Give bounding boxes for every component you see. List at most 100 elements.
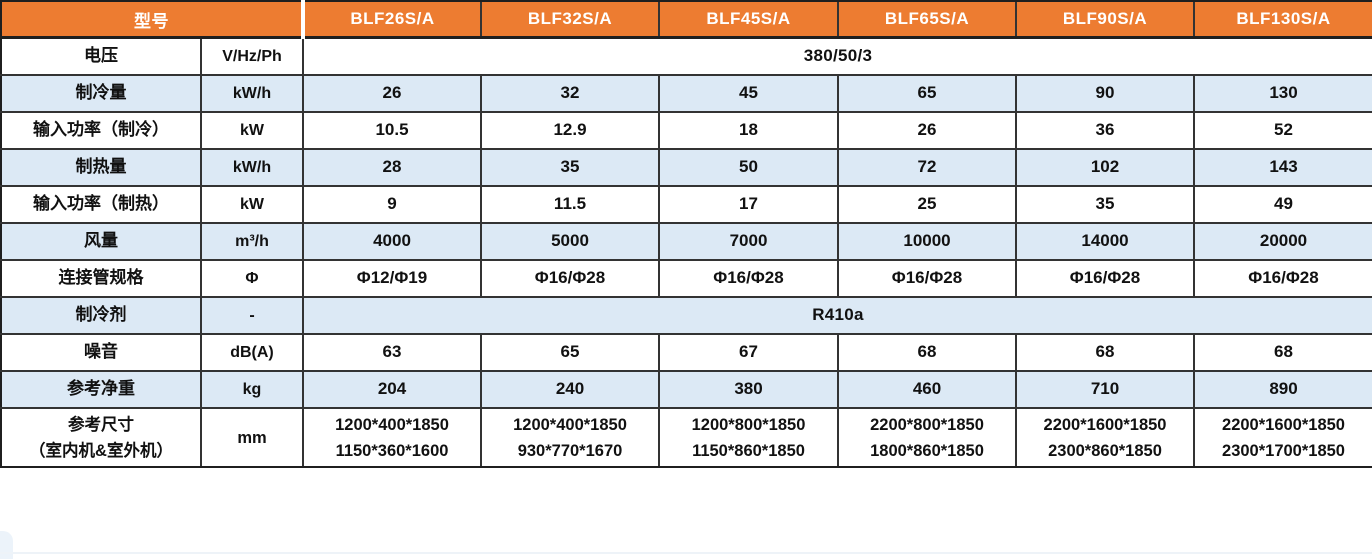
value-cell: 18 xyxy=(658,111,839,150)
merged-value-cell: R410a xyxy=(302,296,1372,335)
value-cell: 26 xyxy=(302,74,482,113)
value-cell: 1200*400*1850 930*770*1670 xyxy=(480,407,660,468)
value-cell: 36 xyxy=(1015,111,1195,150)
row-unit: dB(A) xyxy=(200,333,304,372)
header-cell-model-label: 型号 xyxy=(0,0,303,39)
value-cell: 380 xyxy=(658,370,839,409)
row-unit: kW/h xyxy=(200,74,304,113)
value-cell: 50 xyxy=(658,148,839,187)
value-cell: 143 xyxy=(1193,148,1372,187)
value-cell: 35 xyxy=(1015,185,1195,224)
row-unit: kW xyxy=(200,185,304,224)
header-cell-model: BLF65S/A xyxy=(837,0,1016,39)
table-row: 输入功率（制冷） kW 10.5 12.9 18 26 36 52 xyxy=(0,111,1372,150)
value-cell: 52 xyxy=(1193,111,1372,150)
value-cell: 11.5 xyxy=(480,185,660,224)
value-cell: Φ12/Φ19 xyxy=(302,259,482,298)
value-cell: 12.9 xyxy=(480,111,660,150)
row-unit: m³/h xyxy=(200,222,304,261)
row-unit: mm xyxy=(200,407,304,468)
table-row: 输入功率（制热） kW 9 11.5 17 25 35 49 xyxy=(0,185,1372,224)
row-unit: kg xyxy=(200,370,304,409)
header-cell-model: BLF26S/A xyxy=(301,0,481,39)
value-cell: Φ16/Φ28 xyxy=(837,259,1017,298)
table-header-row: 型号 BLF26S/A BLF32S/A BLF45S/A BLF65S/A B… xyxy=(0,0,1372,39)
row-label: 连接管规格 xyxy=(0,259,202,298)
row-label: 制冷量 xyxy=(0,74,202,113)
row-label: 输入功率（制热） xyxy=(0,185,202,224)
value-cell: 49 xyxy=(1193,185,1372,224)
value-cell: 68 xyxy=(1193,333,1372,372)
value-cell: 20000 xyxy=(1193,222,1372,261)
value-cell: 10000 xyxy=(837,222,1017,261)
table-row: 制冷剂 - R410a xyxy=(0,296,1372,335)
header-cell-model: BLF32S/A xyxy=(480,0,659,39)
row-unit: kW xyxy=(200,111,304,150)
value-cell: 10.5 xyxy=(302,111,482,150)
value-cell: 72 xyxy=(837,148,1017,187)
value-cell: 32 xyxy=(480,74,660,113)
value-cell: 2200*1600*1850 2300*860*1850 xyxy=(1015,407,1195,468)
value-cell: 14000 xyxy=(1015,222,1195,261)
cropped-next-block-corner xyxy=(0,531,13,559)
value-cell: 65 xyxy=(837,74,1017,113)
table-row: 电压 V/Hz/Ph 380/50/3 xyxy=(0,36,1372,76)
row-label: 风量 xyxy=(0,222,202,261)
value-cell: 130 xyxy=(1193,74,1372,113)
value-cell: Φ16/Φ28 xyxy=(480,259,660,298)
value-cell: 67 xyxy=(658,333,839,372)
specification-table: 型号 BLF26S/A BLF32S/A BLF45S/A BLF65S/A B… xyxy=(0,0,1372,468)
value-cell: 2200*800*1850 1800*860*1850 xyxy=(837,407,1017,468)
value-cell: Φ16/Φ28 xyxy=(1015,259,1195,298)
header-cell-model: BLF45S/A xyxy=(658,0,838,39)
row-label: 制热量 xyxy=(0,148,202,187)
row-label: 参考净重 xyxy=(0,370,202,409)
value-cell: 90 xyxy=(1015,74,1195,113)
value-cell: 68 xyxy=(837,333,1017,372)
header-cell-model: BLF90S/A xyxy=(1015,0,1194,39)
row-unit: Φ xyxy=(200,259,304,298)
value-cell: 9 xyxy=(302,185,482,224)
value-cell: 17 xyxy=(658,185,839,224)
value-cell: 1200*800*1850 1150*860*1850 xyxy=(658,407,839,468)
value-cell: 460 xyxy=(837,370,1017,409)
header-cell-model: BLF130S/A xyxy=(1193,0,1372,39)
value-cell: 7000 xyxy=(658,222,839,261)
value-cell: 240 xyxy=(480,370,660,409)
row-label: 参考尺寸 （室内机&室外机） xyxy=(0,407,202,468)
value-cell: 68 xyxy=(1015,333,1195,372)
table-row: 噪音 dB(A) 63 65 67 68 68 68 xyxy=(0,333,1372,372)
table-row: 参考净重 kg 204 240 380 460 710 890 xyxy=(0,370,1372,409)
row-label: 制冷剂 xyxy=(0,296,202,335)
value-cell: 710 xyxy=(1015,370,1195,409)
row-unit: - xyxy=(200,296,304,335)
row-label: 电压 xyxy=(0,36,202,76)
row-label: 输入功率（制冷） xyxy=(0,111,202,150)
value-cell: 63 xyxy=(302,333,482,372)
cropped-next-block-edge xyxy=(0,552,1372,554)
table-row: 连接管规格 Φ Φ12/Φ19 Φ16/Φ28 Φ16/Φ28 Φ16/Φ28 Φ16/Φ2… xyxy=(0,259,1372,298)
table-row: 参考尺寸 （室内机&室外机） mm 1200*400*1850 1150*360*1… xyxy=(0,407,1372,468)
value-cell: 26 xyxy=(837,111,1017,150)
merged-value-cell: 380/50/3 xyxy=(302,36,1372,76)
value-cell: 204 xyxy=(302,370,482,409)
value-cell: Φ16/Φ28 xyxy=(658,259,839,298)
table-row: 风量 m³/h 4000 5000 7000 10000 14000 20000 xyxy=(0,222,1372,261)
row-unit: kW/h xyxy=(200,148,304,187)
value-cell: 5000 xyxy=(480,222,660,261)
value-cell: 25 xyxy=(837,185,1017,224)
table-body: 电压 V/Hz/Ph 380/50/3 制冷量 kW/h 26 32 45 65 90 130 输入功… xyxy=(0,36,1372,468)
value-cell: 102 xyxy=(1015,148,1195,187)
table-row: 制冷量 kW/h 26 32 45 65 90 130 xyxy=(0,74,1372,113)
value-cell: 2200*1600*1850 2300*1700*1850 xyxy=(1193,407,1372,468)
value-cell: 4000 xyxy=(302,222,482,261)
row-unit: V/Hz/Ph xyxy=(200,36,304,76)
row-label: 噪音 xyxy=(0,333,202,372)
value-cell: 35 xyxy=(480,148,660,187)
value-cell: 890 xyxy=(1193,370,1372,409)
value-cell: 45 xyxy=(658,74,839,113)
value-cell: Φ16/Φ28 xyxy=(1193,259,1372,298)
value-cell: 1200*400*1850 1150*360*1600 xyxy=(302,407,482,468)
value-cell: 28 xyxy=(302,148,482,187)
